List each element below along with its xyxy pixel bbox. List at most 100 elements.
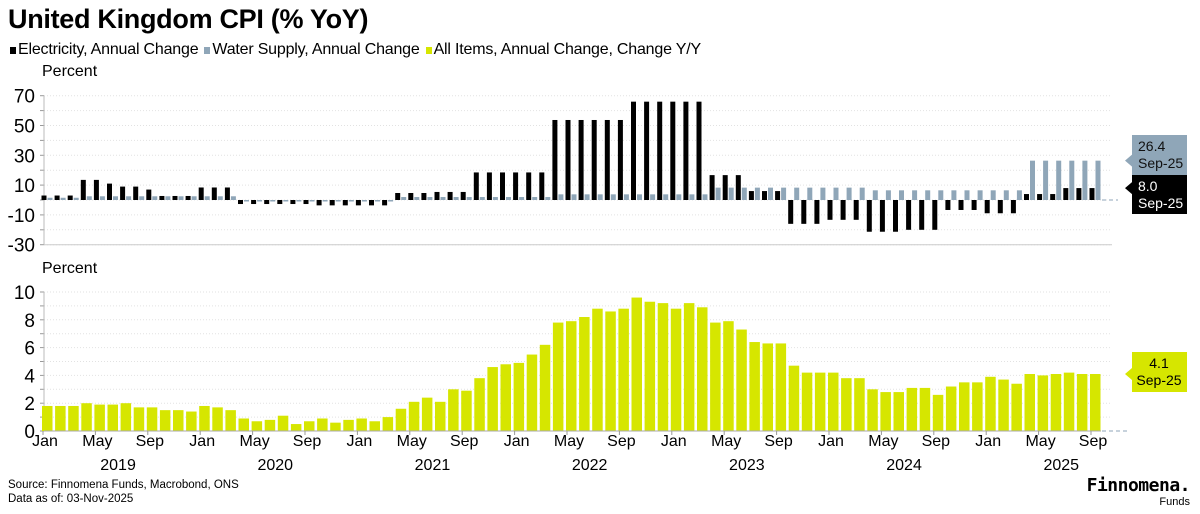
footer-source: Source: Finnomena Funds, Macrobond, ONS … [8, 478, 239, 506]
top-y-tick-label: -30 [8, 236, 35, 257]
all-items-last-callout-date: Sep-25 [1136, 372, 1181, 388]
water-supply-bar [728, 187, 734, 200]
water-supply-bar [938, 190, 944, 200]
x-tick-label: Sep [1079, 433, 1108, 450]
all-items-last-callout-value: 4.1 [1149, 355, 1169, 371]
bottom-y-tick-label: 2 [24, 394, 35, 415]
electricity-bar [107, 183, 112, 200]
electricity-last-callout-date: Sep-25 [1138, 195, 1183, 211]
all-items-bar [972, 382, 983, 431]
water-supply-bar [584, 194, 590, 200]
water-supply-bar [964, 190, 970, 200]
electricity-bar [224, 187, 230, 200]
water-supply-bar [99, 196, 105, 200]
all-items-bar [1050, 374, 1062, 431]
x-tick-label: Jan [32, 433, 58, 450]
all-items-bar [788, 365, 800, 431]
water-supply-bar [178, 196, 184, 200]
water-supply-bar [453, 197, 459, 200]
bottom-y-axis-unit: Percent [42, 260, 98, 277]
electricity-bar [735, 175, 741, 200]
water-supply-bar [859, 187, 865, 200]
electricity-bar [473, 172, 479, 200]
electricity-bar [513, 172, 519, 200]
water-supply-bar [820, 187, 826, 200]
electricity-bar [788, 200, 794, 224]
all-items-bar [644, 301, 656, 431]
bottom-y-tick-label: 6 [24, 339, 35, 360]
water-supply-bar [637, 194, 642, 200]
electricity-bar [1024, 194, 1029, 200]
all-items-bar [421, 397, 433, 431]
all-items-bar [945, 386, 957, 431]
water-supply-bar [73, 197, 79, 200]
all-items-bar [487, 367, 498, 431]
water-supply-bar [506, 197, 511, 200]
water-supply-bar [650, 194, 656, 200]
x-tick-label: Sep [922, 433, 951, 450]
all-items-bar [199, 405, 210, 431]
electricity-bar [1076, 188, 1082, 200]
electricity-last-callout-box [1125, 175, 1187, 214]
electricity-bar [866, 200, 872, 232]
water-supply-bar [977, 190, 983, 200]
electricity-bar [932, 200, 938, 230]
electricity-bar [120, 186, 126, 200]
all-items-bar [107, 404, 118, 431]
all-items-bar [120, 403, 132, 431]
water-supply-bar [1069, 160, 1075, 200]
electricity-bar [984, 200, 990, 214]
water-supply-bar [361, 200, 367, 202]
all-items-bar [146, 407, 158, 431]
electricity-bar [748, 191, 754, 200]
water-supply-bar [1016, 190, 1022, 200]
all-items-bar [330, 422, 341, 431]
x-year-label: 2022 [572, 457, 608, 474]
all-items-bar [81, 403, 92, 431]
x-year-label: 2020 [257, 457, 293, 474]
electricity-bar [355, 200, 361, 206]
electricity-bar [1063, 188, 1069, 200]
all-items-bar [605, 311, 616, 431]
electricity-bar [500, 172, 505, 200]
electricity-bar [644, 101, 650, 200]
x-year-label: 2025 [1043, 457, 1079, 474]
electricity-bar [54, 195, 60, 200]
water-supply-bar [427, 197, 433, 200]
electricity-bar [971, 200, 977, 210]
bottom-y-tick-label: 10 [14, 283, 35, 304]
water-supply-bar [113, 196, 118, 200]
all-items-bar [173, 410, 184, 431]
x-tick-label: May [239, 433, 269, 450]
electricity-bar [814, 200, 820, 224]
water-supply-bar [925, 190, 931, 200]
electricity-bar [670, 101, 676, 200]
water-supply-bar [1056, 160, 1062, 200]
all-items-bar [867, 389, 878, 431]
electricity-bar [565, 119, 571, 200]
all-items-bar [461, 390, 472, 431]
all-items-bar [919, 387, 931, 431]
water-supply-bar [388, 200, 394, 202]
all-items-bar [762, 343, 773, 431]
x-tick-label: May [1025, 433, 1055, 450]
water-supply-bar [217, 196, 223, 200]
electricity-bar [460, 191, 466, 200]
water-supply-bar [1043, 160, 1049, 200]
electricity-bar [395, 192, 401, 200]
water-supply-bar [532, 197, 538, 200]
water-supply-bar [322, 200, 328, 202]
all-items-bar [841, 378, 852, 431]
electricity-bar [539, 172, 545, 200]
water-supply-bar [283, 200, 289, 202]
water-supply-bar [270, 200, 276, 202]
all-items-bar [985, 376, 996, 431]
electricity-bar [1010, 200, 1016, 214]
all-items-bar [828, 372, 839, 431]
all-items-bar [670, 308, 682, 431]
top-y-tick-label: 10 [14, 176, 35, 197]
all-items-bar [932, 394, 944, 431]
top-y-axis-unit: Percent [42, 63, 98, 80]
all-items-bar [290, 424, 302, 431]
water-supply-bar [257, 200, 263, 202]
